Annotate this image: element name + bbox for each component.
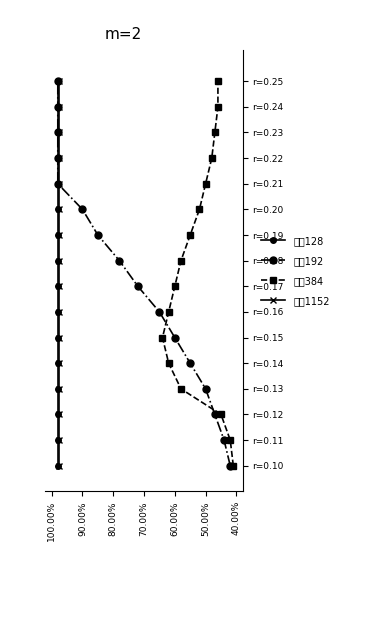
Legend: 段长128, 段长192, 段长384, 段长1152: 段长128, 段长192, 段长384, 段长1152 [257, 232, 334, 310]
Text: m=2: m=2 [105, 27, 142, 42]
